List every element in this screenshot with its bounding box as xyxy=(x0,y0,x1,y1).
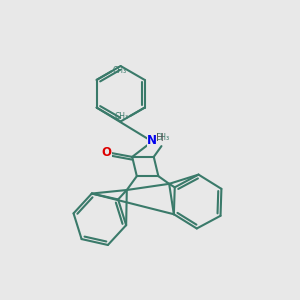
Text: CH₃: CH₃ xyxy=(113,66,127,75)
Text: CH₃: CH₃ xyxy=(155,133,169,142)
Text: CH₃: CH₃ xyxy=(114,112,128,121)
Text: N: N xyxy=(147,134,157,147)
Text: H: H xyxy=(156,134,164,143)
Text: O: O xyxy=(101,146,111,159)
